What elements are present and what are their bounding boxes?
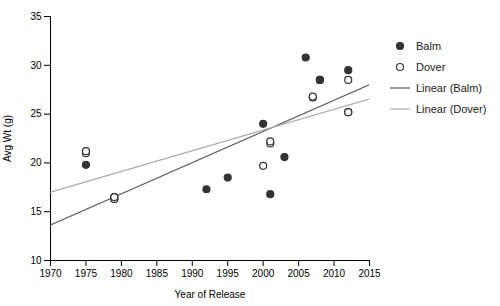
svg-text:35: 35 bbox=[30, 11, 42, 22]
svg-text:20: 20 bbox=[30, 157, 42, 168]
svg-text:15: 15 bbox=[30, 206, 42, 217]
html-text:Linear (Dover): Linear (Dover) bbox=[416, 103, 487, 115]
svg-text:2010: 2010 bbox=[323, 268, 346, 279]
svg-text:1975: 1975 bbox=[75, 268, 98, 279]
html-text:Dover: Dover bbox=[416, 61, 446, 73]
svg-text:1970: 1970 bbox=[39, 268, 62, 279]
svg-text:25: 25 bbox=[30, 108, 42, 119]
svg-text:1995: 1995 bbox=[217, 268, 240, 279]
html-text:Linear (Balm): Linear (Balm) bbox=[416, 82, 482, 94]
svg-text:1980: 1980 bbox=[110, 268, 133, 279]
svg-text:1990: 1990 bbox=[181, 268, 204, 279]
svg-text:2005: 2005 bbox=[287, 268, 310, 279]
html-text:Balm: Balm bbox=[416, 40, 442, 52]
svg-text:Year of Release: Year of Release bbox=[175, 289, 246, 300]
svg-text:1985: 1985 bbox=[146, 268, 169, 279]
svg-text:Avg Wt (g): Avg Wt (g) bbox=[2, 115, 13, 162]
svg-text:10: 10 bbox=[30, 255, 42, 266]
svg-text:2000: 2000 bbox=[252, 268, 275, 279]
svg-text:2015: 2015 bbox=[358, 268, 381, 279]
svg-text:30: 30 bbox=[30, 60, 42, 71]
